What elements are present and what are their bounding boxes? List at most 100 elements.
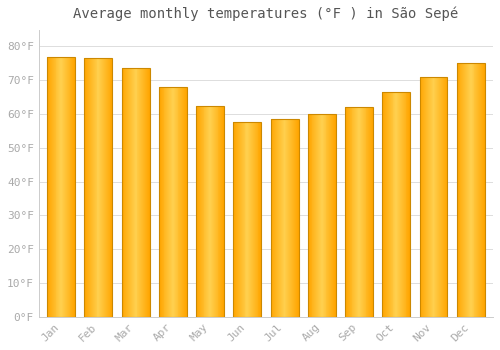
Bar (200, 106, 201, 317)
Bar (222, 106, 223, 317)
Bar (354, 107, 356, 317)
Bar (290, 119, 291, 317)
Bar (223, 106, 224, 317)
Bar (86, 58, 87, 317)
Bar (388, 92, 389, 317)
Bar (50, 57, 51, 317)
Bar (65, 57, 66, 317)
Bar (89, 58, 90, 317)
Bar (84, 58, 86, 317)
Bar (382, 92, 410, 317)
Bar (237, 122, 238, 317)
Bar (249, 122, 250, 317)
Bar (478, 63, 479, 317)
Bar (308, 114, 310, 317)
Bar (211, 106, 212, 317)
Bar (208, 106, 209, 317)
Bar (94, 58, 96, 317)
Bar (444, 77, 446, 317)
Bar (434, 77, 436, 317)
Bar (480, 63, 481, 317)
Bar (319, 114, 320, 317)
Bar (214, 106, 216, 317)
Bar (469, 63, 470, 317)
Bar (368, 107, 370, 317)
Bar (74, 57, 75, 317)
Bar (423, 77, 424, 317)
Bar (128, 68, 129, 317)
Bar (346, 107, 347, 317)
Bar (129, 68, 130, 317)
Bar (347, 107, 348, 317)
Bar (398, 92, 399, 317)
Bar (335, 114, 336, 317)
Bar (476, 63, 477, 317)
Bar (62, 57, 63, 317)
Bar (210, 106, 211, 317)
Bar (276, 119, 277, 317)
Bar (427, 77, 428, 317)
Bar (239, 122, 240, 317)
Bar (408, 92, 410, 317)
Bar (281, 119, 282, 317)
Bar (70, 57, 72, 317)
Bar (357, 107, 358, 317)
Bar (386, 92, 387, 317)
Bar (220, 106, 222, 317)
Bar (51, 57, 52, 317)
Bar (446, 77, 448, 317)
Bar (389, 92, 390, 317)
Bar (394, 92, 396, 317)
Bar (479, 63, 480, 317)
Bar (280, 119, 281, 317)
Bar (314, 114, 316, 317)
Bar (58, 57, 59, 317)
Bar (103, 58, 104, 317)
Bar (481, 63, 482, 317)
Bar (147, 68, 148, 317)
Bar (383, 92, 384, 317)
Bar (246, 122, 248, 317)
Bar (483, 63, 484, 317)
Bar (159, 87, 187, 317)
Bar (318, 114, 319, 317)
Bar (171, 87, 172, 317)
Bar (253, 122, 254, 317)
Bar (425, 77, 426, 317)
Bar (326, 114, 328, 317)
Bar (477, 63, 478, 317)
Bar (420, 77, 422, 317)
Bar (345, 107, 373, 317)
Bar (216, 106, 218, 317)
Bar (127, 68, 128, 317)
Bar (110, 58, 112, 317)
Bar (244, 122, 246, 317)
Bar (275, 119, 276, 317)
Bar (197, 106, 198, 317)
Bar (439, 77, 440, 317)
Bar (213, 106, 214, 317)
Bar (441, 77, 442, 317)
Bar (358, 107, 359, 317)
Bar (292, 119, 293, 317)
Bar (105, 58, 106, 317)
Bar (288, 119, 289, 317)
Bar (361, 107, 362, 317)
Bar (202, 106, 203, 317)
Bar (122, 68, 124, 317)
Bar (457, 63, 458, 317)
Bar (240, 122, 241, 317)
Bar (255, 122, 256, 317)
Bar (382, 92, 383, 317)
Bar (308, 114, 336, 317)
Bar (104, 58, 105, 317)
Bar (196, 106, 197, 317)
Bar (329, 114, 330, 317)
Bar (462, 63, 464, 317)
Bar (370, 107, 371, 317)
Bar (316, 114, 317, 317)
Bar (88, 58, 89, 317)
Bar (173, 87, 174, 317)
Bar (422, 77, 423, 317)
Bar (356, 107, 357, 317)
